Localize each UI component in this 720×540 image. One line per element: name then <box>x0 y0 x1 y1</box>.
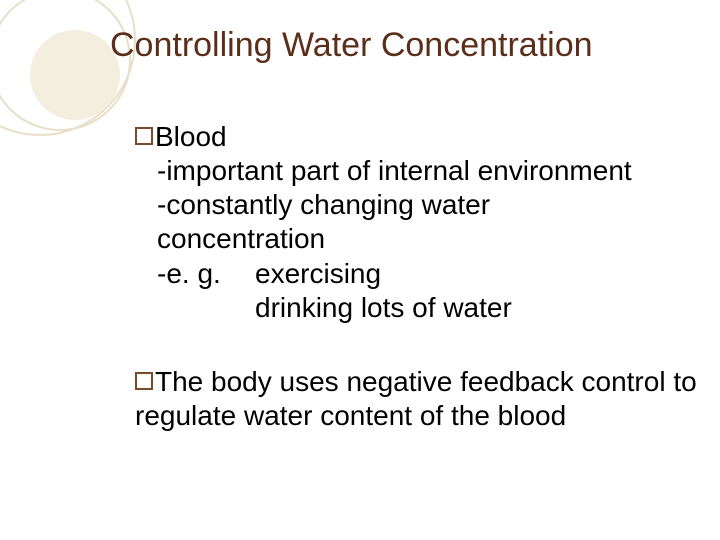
bullet-2-rest: body uses negative feedback control to r… <box>135 366 697 431</box>
bullet-block-2: The body uses negative feedback control … <box>135 365 715 433</box>
bullet-1-line-1: -important part of internal environment <box>157 154 715 188</box>
bullet-2-label: The <box>155 366 203 397</box>
eg-label: -e. g. <box>157 257 255 325</box>
slide-body: Blood -important part of internal enviro… <box>135 120 715 433</box>
bullet-1-line-3: concentration <box>157 222 715 256</box>
square-bullet-icon <box>135 372 153 390</box>
slide-title: Controlling Water Concentration <box>110 26 710 65</box>
bullet-block-1: Blood -important part of internal enviro… <box>135 120 715 325</box>
bullet-1-sub: -important part of internal environment … <box>157 154 715 325</box>
square-bullet-icon <box>135 127 153 145</box>
bullet-1-label: Blood <box>155 120 227 154</box>
eg-item-1: exercising <box>255 257 512 291</box>
bullet-1-line-2: -constantly changing water <box>157 188 715 222</box>
eg-item-2: drinking lots of water <box>255 291 512 325</box>
